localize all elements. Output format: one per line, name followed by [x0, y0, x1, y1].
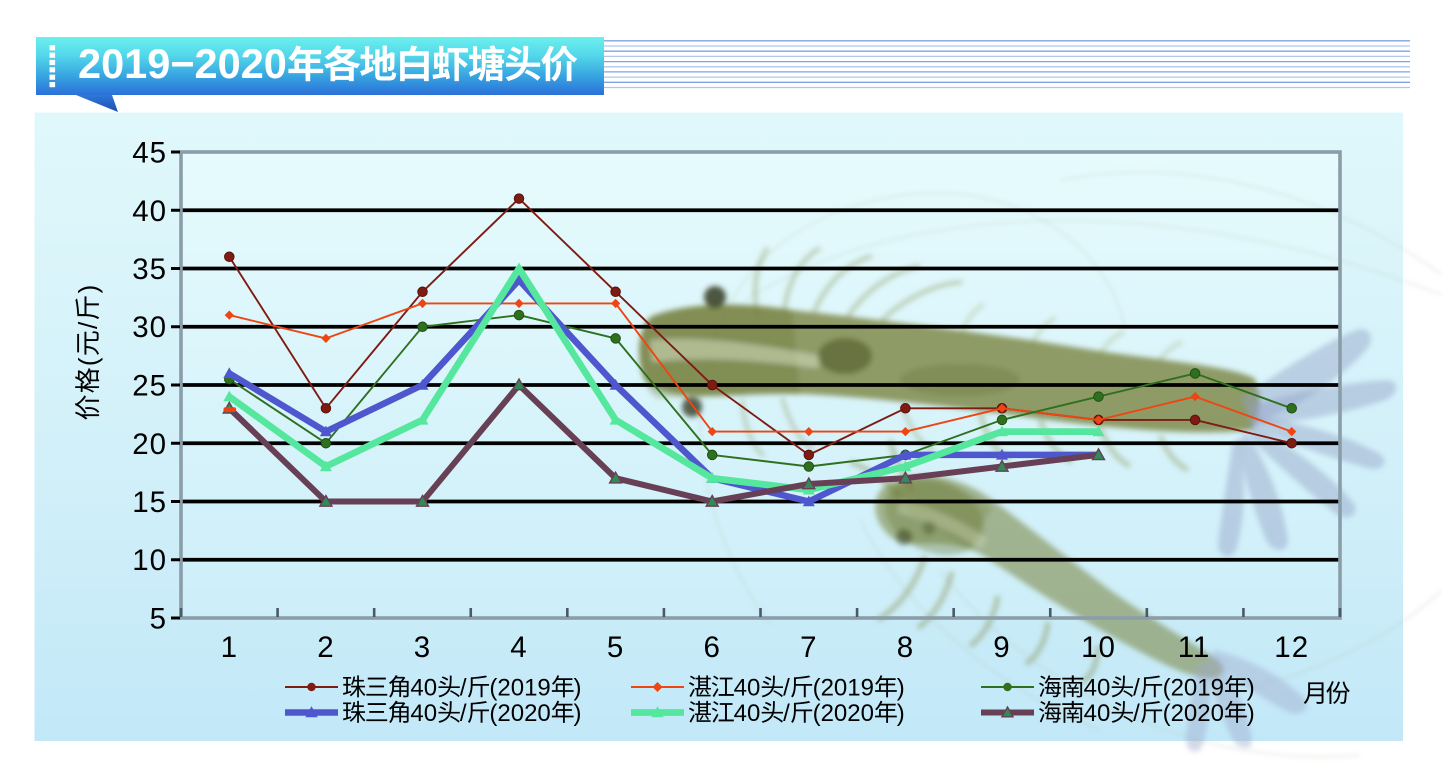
svg-text:40: 40: [410, 700, 437, 727]
svg-text:): ): [73, 284, 103, 294]
svg-text:2019−2020: 2019−2020: [78, 40, 287, 87]
svg-text:7: 7: [800, 631, 817, 664]
svg-text:(2019: (2019: [1163, 675, 1224, 702]
svg-text:(: (: [73, 356, 103, 366]
svg-text:30: 30: [132, 311, 167, 344]
svg-text:20: 20: [132, 428, 167, 461]
svg-text:/: /: [783, 700, 790, 727]
svg-text:35: 35: [132, 253, 167, 286]
svg-text:/: /: [73, 321, 103, 329]
svg-text:40: 40: [1084, 700, 1111, 727]
svg-text:40: 40: [132, 195, 167, 228]
svg-text:/: /: [460, 675, 467, 702]
svg-text:11: 11: [1178, 631, 1211, 664]
svg-text:12: 12: [1274, 631, 1309, 664]
svg-text:9: 9: [993, 631, 1010, 664]
svg-text:40: 40: [410, 675, 437, 702]
svg-text:): ): [1247, 700, 1255, 727]
svg-text:1: 1: [221, 631, 238, 664]
svg-text:/: /: [460, 700, 467, 727]
svg-text:45: 45: [132, 137, 167, 170]
svg-text:(2019: (2019: [489, 675, 550, 702]
svg-text:3: 3: [414, 631, 431, 664]
svg-text:15: 15: [132, 486, 167, 519]
svg-text:(2020: (2020: [813, 700, 874, 727]
svg-text:5: 5: [607, 631, 624, 664]
svg-text:): ): [897, 675, 905, 702]
svg-text:8: 8: [897, 631, 914, 664]
svg-text:(2020: (2020: [489, 700, 550, 727]
svg-text:/: /: [1133, 700, 1140, 727]
svg-text:(2019: (2019: [813, 675, 874, 702]
svg-text:4: 4: [510, 631, 527, 664]
svg-text:40: 40: [1084, 675, 1111, 702]
svg-text:6: 6: [704, 631, 721, 664]
svg-text:/: /: [1133, 675, 1140, 702]
svg-text:): ): [1247, 675, 1255, 702]
svg-text:): ): [574, 700, 582, 727]
svg-text:40: 40: [734, 700, 761, 727]
svg-text:): ): [574, 675, 582, 702]
svg-text:40: 40: [734, 675, 761, 702]
svg-text:10: 10: [132, 544, 167, 577]
svg-text:25: 25: [132, 370, 167, 403]
svg-text:10: 10: [1081, 631, 1116, 664]
svg-text:5: 5: [150, 603, 167, 636]
svg-text:): ): [897, 700, 905, 727]
svg-text:/: /: [783, 675, 790, 702]
svg-text:2: 2: [317, 631, 334, 664]
svg-text:(2020: (2020: [1163, 700, 1224, 727]
